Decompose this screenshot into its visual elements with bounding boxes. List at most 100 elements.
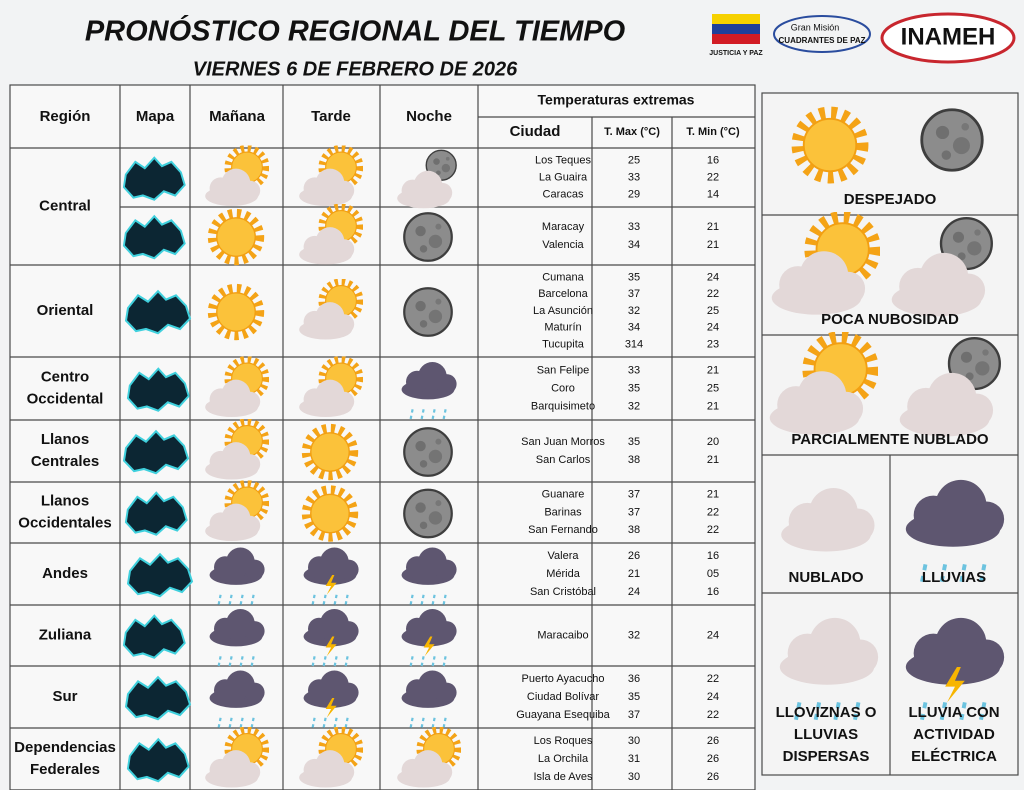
legend-label: ELÉCTRICA bbox=[911, 748, 997, 765]
temp-min: 25 bbox=[707, 382, 719, 394]
title: PRONÓSTICO REGIONAL DEL TIEMPO bbox=[85, 14, 626, 48]
temp-min: 21 bbox=[707, 221, 719, 233]
city-name: Coro bbox=[551, 382, 575, 394]
temp-min: 21 bbox=[707, 400, 719, 412]
temp-min: 21 bbox=[707, 239, 719, 251]
temp-min: 21 bbox=[707, 454, 719, 466]
temp-max: 35 bbox=[628, 271, 640, 283]
temp-min: 22 bbox=[707, 709, 719, 721]
column-header: T. Min (°C) bbox=[686, 126, 740, 138]
column-header: Mapa bbox=[136, 108, 175, 125]
table-frame bbox=[9, 84, 756, 790]
city-name: Barinas bbox=[544, 506, 582, 518]
region-name: Oriental bbox=[37, 302, 94, 319]
temp-min: 16 bbox=[707, 154, 719, 166]
city-name: Guayana Esequiba bbox=[516, 709, 610, 721]
region-name: Central bbox=[39, 197, 91, 214]
city-name: La Orchila bbox=[538, 753, 589, 765]
logo-text: CUADRANTES DE PAZ bbox=[779, 36, 866, 45]
temp-min: 16 bbox=[707, 586, 719, 598]
column-header: Mañana bbox=[209, 108, 266, 125]
region-name: Zuliana bbox=[39, 626, 92, 643]
weather-icon bbox=[404, 288, 452, 336]
region-name: Llanos bbox=[41, 431, 89, 448]
city-name: San Felipe bbox=[537, 364, 590, 376]
city-name: Barcelona bbox=[538, 288, 588, 300]
legend-label: DESPEJADO bbox=[844, 191, 937, 208]
temp-min: 22 bbox=[707, 673, 719, 685]
city-name: La Asunción bbox=[533, 305, 593, 317]
logo-agency: INAMEH bbox=[901, 23, 996, 50]
temp-min: 21 bbox=[707, 489, 719, 501]
temp-min: 24 bbox=[707, 691, 719, 703]
region-name: Llanos bbox=[41, 492, 89, 509]
city-name: Puerto Ayacucho bbox=[522, 673, 605, 685]
temp-max: 33 bbox=[628, 171, 640, 183]
temp-max: 34 bbox=[628, 239, 640, 251]
temp-min: 26 bbox=[707, 753, 719, 765]
temp-max: 36 bbox=[628, 673, 640, 685]
column-header: Región bbox=[40, 108, 91, 125]
temp-min: 21 bbox=[707, 364, 719, 376]
legend-label: LLUVIAS bbox=[794, 726, 858, 743]
temp-min: 22 bbox=[707, 288, 719, 300]
logo-text: Gran Misión bbox=[791, 22, 840, 32]
region-name: Occidental bbox=[27, 390, 104, 407]
temp-min: 26 bbox=[707, 735, 719, 747]
temp-max: 25 bbox=[628, 154, 640, 166]
city-name: La Guaira bbox=[539, 171, 588, 183]
temp-max: 314 bbox=[625, 339, 643, 351]
region-name: Dependencias bbox=[14, 739, 116, 756]
weather-icon bbox=[404, 428, 452, 476]
weather-icon bbox=[922, 110, 982, 170]
city-name: Cumana bbox=[542, 271, 584, 283]
temp-min: 05 bbox=[707, 568, 719, 580]
legend-label: DISPERSAS bbox=[783, 748, 870, 765]
temp-max: 35 bbox=[628, 436, 640, 448]
temp-max: 38 bbox=[628, 454, 640, 466]
temp-max: 26 bbox=[628, 550, 640, 562]
legend-label: LLUVIA CON bbox=[908, 704, 999, 721]
city-name: San Fernando bbox=[528, 524, 598, 536]
column-header: Noche bbox=[406, 108, 452, 125]
region-name: Centro bbox=[41, 368, 89, 385]
temp-max: 31 bbox=[628, 753, 640, 765]
temp-max: 35 bbox=[628, 691, 640, 703]
temp-min: 14 bbox=[707, 188, 719, 200]
temp-min: 26 bbox=[707, 771, 719, 783]
city-name: Maracaibo bbox=[537, 629, 588, 641]
temp-min: 22 bbox=[707, 171, 719, 183]
legend-label: LLUVIAS bbox=[922, 569, 986, 586]
column-header: Ciudad bbox=[510, 123, 561, 140]
temp-max: 37 bbox=[628, 506, 640, 518]
legend-label: LLOVIZNAS O bbox=[776, 704, 877, 721]
city-name: Los Roques bbox=[534, 735, 593, 747]
column-header: Tarde bbox=[311, 108, 351, 125]
temp-min: 24 bbox=[707, 629, 719, 641]
temp-min: 23 bbox=[707, 339, 719, 351]
city-name: Maturín bbox=[544, 322, 581, 334]
city-name: Barquisimeto bbox=[531, 400, 595, 412]
temp-min: 24 bbox=[707, 271, 719, 283]
region-name: Andes bbox=[42, 565, 88, 582]
temp-max: 32 bbox=[628, 629, 640, 641]
temp-min: 20 bbox=[707, 436, 719, 448]
logos: JUSTICIA Y PAZ Gran Misión CUADRANTES DE… bbox=[709, 12, 1016, 64]
city-name: Guanare bbox=[542, 489, 585, 501]
weather-icon bbox=[404, 213, 452, 261]
temp-min: 24 bbox=[707, 322, 719, 334]
column-header: T. Max (°C) bbox=[604, 126, 660, 138]
city-name: San Carlos bbox=[536, 454, 591, 466]
temp-max: 33 bbox=[628, 221, 640, 233]
temp-max: 37 bbox=[628, 288, 640, 300]
temp-max: 29 bbox=[628, 188, 640, 200]
city-name: Mérida bbox=[546, 568, 581, 580]
temp-max: 34 bbox=[628, 322, 640, 334]
temp-min: 25 bbox=[707, 305, 719, 317]
temp-max: 32 bbox=[628, 400, 640, 412]
temp-max: 35 bbox=[628, 382, 640, 394]
city-name: Valera bbox=[548, 550, 580, 562]
weather-icon bbox=[404, 490, 452, 538]
city-name: Caracas bbox=[543, 188, 584, 200]
